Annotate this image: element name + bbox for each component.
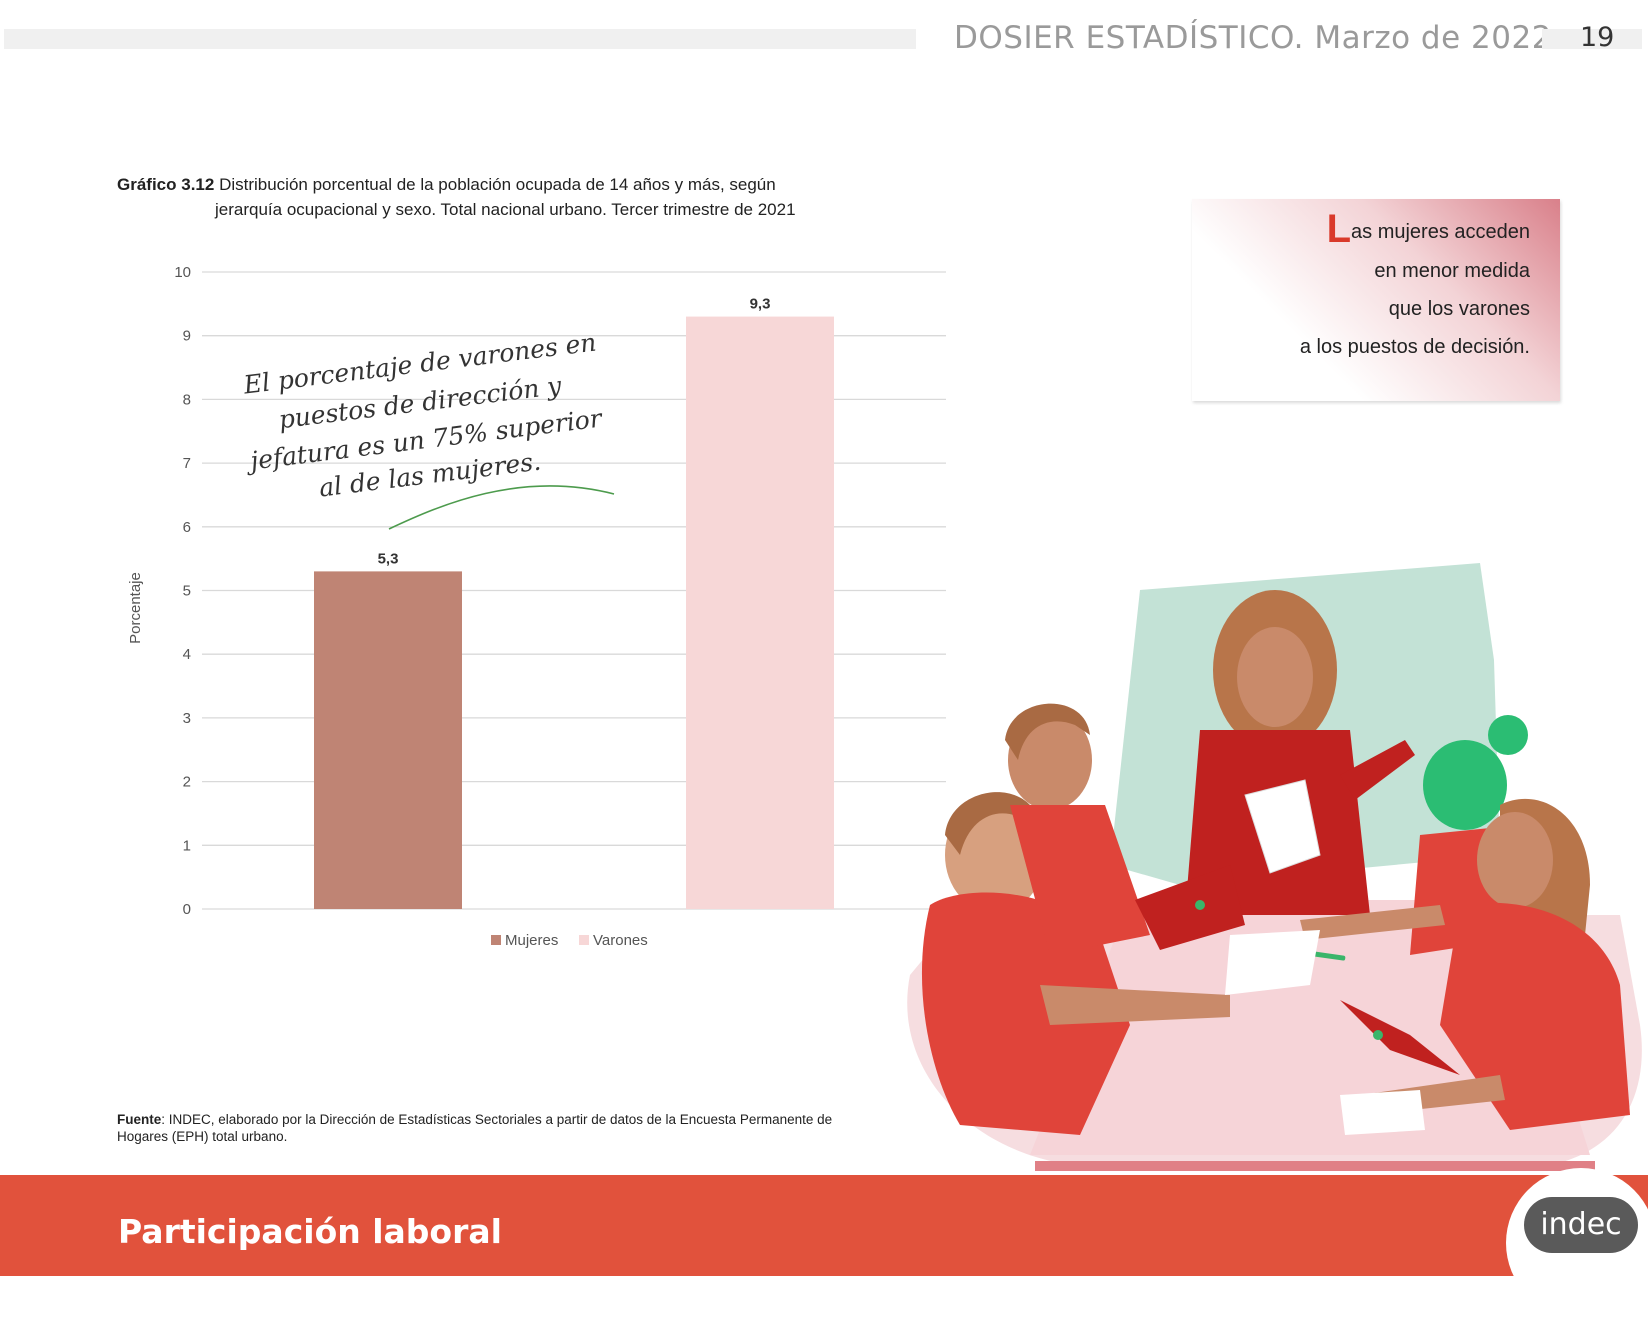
- paper-table-right: [1340, 1090, 1425, 1135]
- table-edge: [1035, 1161, 1595, 1171]
- bar-mujeres: [314, 571, 462, 909]
- chart-data-labels: 5,3 9,3: [378, 296, 771, 568]
- man-front-body: [921, 892, 1130, 1135]
- callout-dropcap: L: [1326, 207, 1352, 251]
- laptop-logo-left: [1195, 900, 1205, 910]
- source-text: : INDEC, elaborado por la Dirección de E…: [117, 1112, 833, 1144]
- page-number: 19: [1580, 22, 1615, 53]
- indec-logo: indec: [1524, 1197, 1638, 1253]
- document-title: DOSIER ESTADÍSTICO. Marzo de 2022: [954, 20, 1552, 56]
- header-bar-right: [1542, 29, 1642, 49]
- legend-swatch-mujeres: [491, 935, 501, 945]
- chart-bars: [314, 316, 834, 910]
- chart-number: Gráfico 3.12: [117, 175, 215, 194]
- y-tick-label-5: 5: [183, 583, 191, 600]
- man-back-body: [1010, 805, 1150, 955]
- callout-line-1: Las mujeres acceden: [1327, 209, 1530, 249]
- laptop-right: [1340, 1000, 1460, 1075]
- chart-title-line1: Distribución porcentual de la población …: [219, 175, 776, 194]
- y-tick-label-8: 8: [183, 391, 191, 408]
- source-label: Fuente: [117, 1112, 162, 1127]
- legend-label-mujeres: Mujeres: [505, 932, 558, 949]
- legend-swatch-varones: [579, 935, 589, 945]
- paper-table-left: [1225, 930, 1320, 995]
- standing-woman-face: [1237, 627, 1313, 727]
- bar-varones: [686, 316, 834, 910]
- green-hair-woman-head: [1423, 740, 1507, 830]
- callout-box: Las mujeres acceden en menor medida que …: [1192, 199, 1560, 401]
- callout-line-3: que los varones: [1388, 298, 1530, 320]
- source-note: Fuente: INDEC, elaborado por la Direcció…: [117, 1111, 877, 1145]
- chart-legend: Mujeres Varones: [491, 932, 648, 949]
- callout-line-4: a los puestos de decisión.: [1299, 336, 1530, 358]
- logo-text: indec: [1540, 1207, 1622, 1242]
- data-label-varones: 9,3: [750, 296, 771, 313]
- y-axis-label: Porcentaje: [127, 572, 144, 644]
- laptop-left: [1135, 865, 1245, 950]
- woman-right-body: [1440, 902, 1630, 1130]
- callout-line-2: en menor medida: [1374, 260, 1530, 282]
- footer-band: [0, 1175, 1648, 1276]
- annotation: El porcentaje de varones en puestos de d…: [241, 328, 605, 503]
- y-tick-label-9: 9: [183, 328, 191, 345]
- section-title: Participación laboral: [118, 1212, 502, 1251]
- callout-line-1-text: as mujeres acceden: [1351, 221, 1530, 243]
- y-tick-label-1: 1: [183, 837, 191, 854]
- bar-chart: 0 1 2 3 4 5 6 7 8 9 10 5,3 9,3 Porcentaje Mujeres Va…: [127, 264, 946, 949]
- y-tick-label-10: 10: [174, 264, 191, 281]
- annotation-arrow-line: [388, 485, 615, 530]
- green-hair-woman-arm: [1300, 905, 1445, 940]
- y-tick-label-6: 6: [183, 519, 191, 536]
- y-tick-label-2: 2: [183, 774, 191, 791]
- y-tick-label-0: 0: [183, 901, 191, 918]
- chart-title-line2: jerarquía ocupacional y sexo. Total naci…: [215, 200, 796, 219]
- man-front-arm: [1040, 985, 1230, 1025]
- paper-held: [1244, 779, 1321, 874]
- y-tick-label-7: 7: [183, 455, 191, 472]
- woman-right-face: [1477, 812, 1553, 908]
- laptop-logo-right: [1373, 1030, 1383, 1040]
- man-back-head: [1008, 710, 1092, 810]
- man-back-hair: [1005, 703, 1090, 760]
- y-tick-label-4: 4: [183, 646, 191, 663]
- y-tick-label-3: 3: [183, 710, 191, 727]
- data-label-mujeres: 5,3: [378, 550, 399, 567]
- header-bar-left: [4, 29, 916, 49]
- standing-woman-arm: [1340, 740, 1415, 800]
- legend-label-varones: Varones: [593, 932, 648, 949]
- green-hair-bun: [1488, 715, 1528, 755]
- meeting-illustration: [907, 563, 1642, 1171]
- chart-title: Gráfico 3.12 Distribución porcentual de …: [117, 172, 796, 222]
